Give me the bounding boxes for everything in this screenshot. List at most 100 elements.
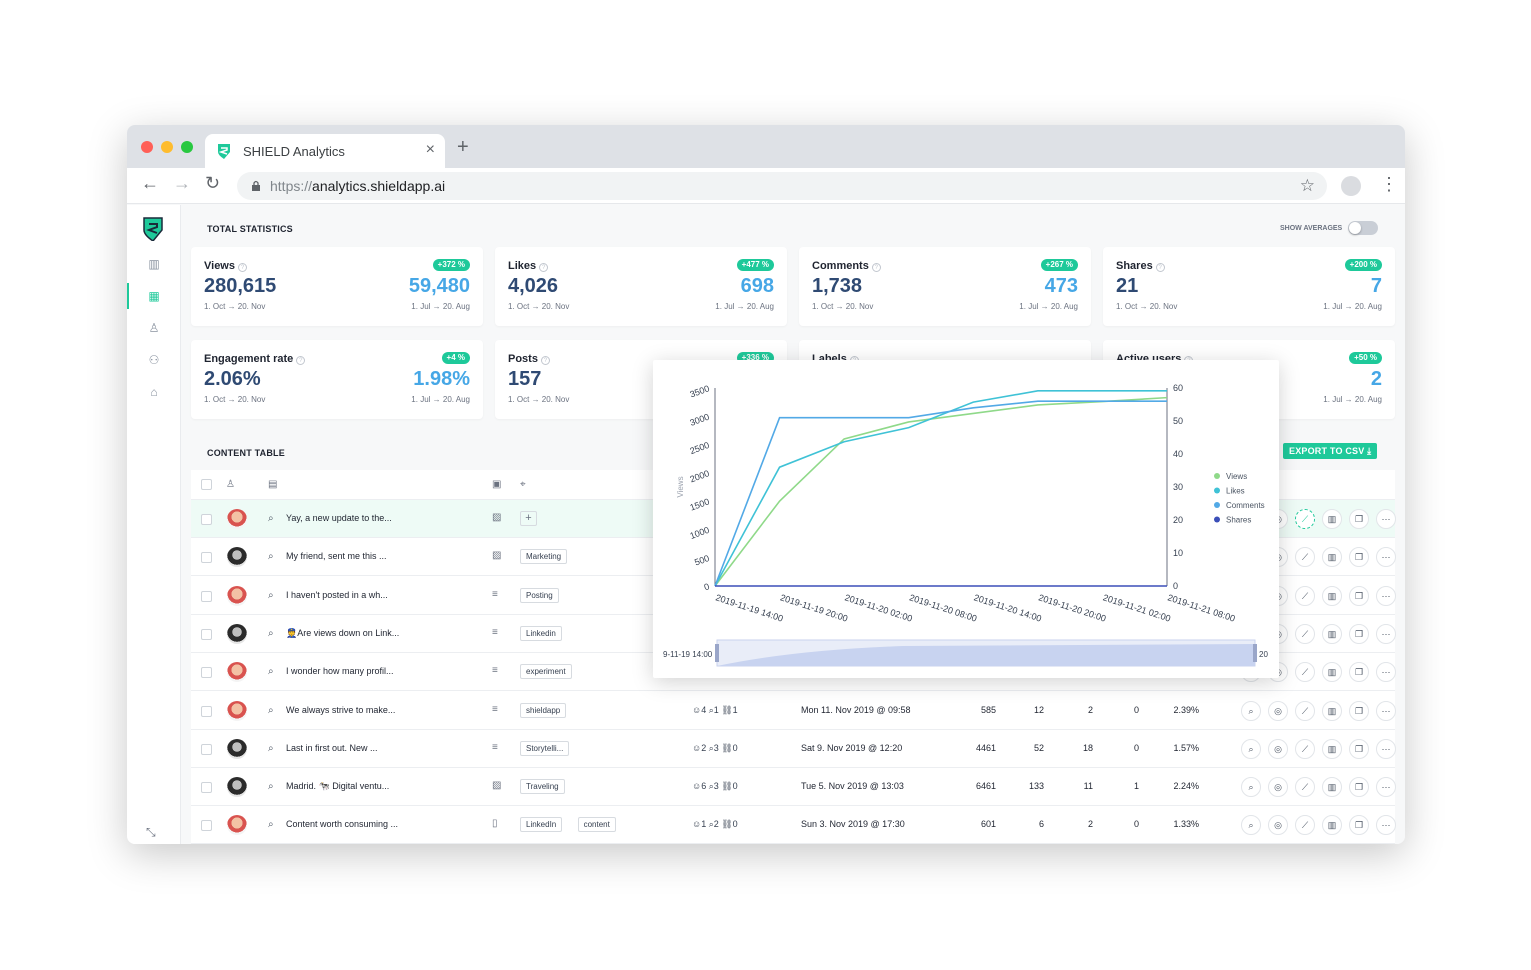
row-checkbox[interactable] <box>201 782 212 794</box>
chart-action-icon[interactable]: ⟋ <box>1295 509 1315 529</box>
stats-action-icon[interactable]: ▥ <box>1322 815 1342 836</box>
post-text[interactable]: Content worth consuming ... <box>286 819 399 830</box>
post-text[interactable]: I haven't posted in a wh... <box>286 589 388 600</box>
location-action-icon[interactable]: ◎ <box>1268 700 1288 721</box>
magnifier-icon[interactable]: ⌕ <box>268 819 274 831</box>
bank-icon[interactable]: ⌂ <box>150 385 158 399</box>
magnifier-icon[interactable]: ⌕ <box>268 627 274 639</box>
label-chip[interactable]: Storytelli... <box>520 740 570 756</box>
label-chip[interactable]: LinkedIn <box>520 817 563 833</box>
help-icon[interactable]: ? <box>540 356 550 365</box>
more-action-icon[interactable]: ⋯ <box>1376 777 1396 798</box>
chart-icon[interactable]: ▥ <box>148 257 160 271</box>
add-label-button[interactable]: + <box>520 511 537 526</box>
help-icon[interactable]: ? <box>296 356 306 365</box>
row-checkbox[interactable] <box>201 552 212 564</box>
label-chip[interactable]: Linkedin <box>520 625 562 641</box>
row-checkbox[interactable] <box>201 590 212 602</box>
table-row[interactable]: ⌕ Madrid. 🐄 Digital ventu... ▨ Traveling ☺6 … <box>191 768 1396 807</box>
label-chip[interactable]: shieldapp <box>520 702 567 718</box>
author-column-icon[interactable]: ♙ <box>226 479 235 490</box>
location-action-icon[interactable]: ◎ <box>1268 815 1288 836</box>
show-averages-toggle[interactable] <box>1348 221 1378 235</box>
export-csv-button[interactable]: EXPORT TO CSV ⤓ <box>1283 443 1378 459</box>
bookmark-star-icon[interactable]: ☆ <box>1299 176 1315 195</box>
help-icon[interactable]: ? <box>539 263 549 272</box>
magnifier-icon[interactable]: ⌕ <box>268 589 274 601</box>
stats-action-icon[interactable]: ▥ <box>1322 777 1342 798</box>
users-icon[interactable]: ⚇ <box>148 353 160 367</box>
post-text[interactable]: My friend, sent me this ... <box>286 551 387 562</box>
labels-column-icon[interactable]: ⌖ <box>520 479 526 490</box>
table-icon[interactable]: ▦ <box>148 289 160 303</box>
magnifier-icon[interactable]: ⌕ <box>268 551 274 563</box>
copy-action-icon[interactable]: ❐ <box>1349 662 1369 683</box>
magnifier-icon[interactable]: ⌕ <box>268 513 274 524</box>
search-action-icon[interactable]: ⌕ <box>1241 815 1261 836</box>
row-checkbox[interactable] <box>201 514 212 525</box>
table-row[interactable]: ⌕ We always strive to make... ≡ shieldapp ☺4… <box>191 692 1396 730</box>
post-text[interactable]: Last in first out. New ... <box>286 742 378 753</box>
stats-action-icon[interactable]: ▥ <box>1322 662 1342 683</box>
post-text[interactable]: I wonder how many profil... <box>286 666 394 677</box>
more-action-icon[interactable]: ⋯ <box>1376 815 1396 836</box>
back-icon[interactable]: ← <box>141 173 159 193</box>
table-row[interactable]: ⌕ Last in first out. New ... ≡ Storytelli..… <box>191 730 1396 768</box>
search-action-icon[interactable]: ⌕ <box>1241 700 1261 721</box>
type-column-icon[interactable]: ▣ <box>492 479 502 490</box>
magnifier-icon[interactable]: ⌕ <box>268 704 274 716</box>
copy-action-icon[interactable]: ❐ <box>1349 623 1369 644</box>
more-action-icon[interactable]: ⋯ <box>1376 547 1396 568</box>
copy-action-icon[interactable]: ❐ <box>1349 738 1369 759</box>
label-chip[interactable]: content <box>577 817 616 833</box>
magnifier-icon[interactable]: ⌕ <box>268 781 274 793</box>
label-chip[interactable]: Traveling <box>520 779 565 795</box>
reload-icon[interactable]: ↻ <box>205 173 221 193</box>
search-action-icon[interactable]: ⌕ <box>1241 777 1261 798</box>
new-tab-button[interactable]: + <box>457 136 469 158</box>
url-field[interactable]: https://analytics.shieldapp.ai ☆ <box>237 172 1327 200</box>
more-action-icon[interactable]: ⋯ <box>1376 509 1396 529</box>
chart-action-icon[interactable]: ⟋ <box>1295 738 1315 759</box>
user-icon[interactable]: ♙ <box>148 321 160 335</box>
copy-action-icon[interactable]: ❐ <box>1349 777 1369 798</box>
more-action-icon[interactable]: ⋯ <box>1376 662 1396 683</box>
chart-action-icon[interactable]: ⟋ <box>1295 777 1315 798</box>
collapse-icon[interactable]: ⤡ <box>146 825 156 839</box>
minimize-window-button[interactable] <box>161 141 173 153</box>
row-checkbox[interactable] <box>201 628 212 640</box>
row-checkbox[interactable] <box>201 705 212 717</box>
copy-action-icon[interactable]: ❐ <box>1349 585 1369 606</box>
chart-action-icon[interactable]: ⟋ <box>1295 585 1315 606</box>
help-icon[interactable]: ? <box>238 263 247 272</box>
post-text[interactable]: Yay, a new update to the... <box>286 513 392 523</box>
row-checkbox[interactable] <box>201 667 212 679</box>
profile-avatar[interactable] <box>1341 176 1361 196</box>
maximize-window-button[interactable] <box>181 141 193 153</box>
post-text[interactable]: Madrid. 🐄 Digital ventu... <box>286 781 390 792</box>
row-checkbox[interactable] <box>201 743 212 755</box>
copy-action-icon[interactable]: ❐ <box>1349 815 1369 836</box>
row-checkbox[interactable] <box>201 820 212 832</box>
browser-menu-icon[interactable]: ⋮ <box>1380 174 1398 194</box>
stats-action-icon[interactable]: ▥ <box>1322 623 1342 644</box>
chart-action-icon[interactable]: ⟋ <box>1295 815 1315 836</box>
chart-action-icon[interactable]: ⟋ <box>1295 547 1315 568</box>
more-action-icon[interactable]: ⋯ <box>1376 585 1396 606</box>
stats-action-icon[interactable]: ▥ <box>1322 738 1342 759</box>
location-action-icon[interactable]: ◎ <box>1268 738 1288 759</box>
chart-action-icon[interactable]: ⟋ <box>1295 623 1315 644</box>
forward-icon[interactable]: → <box>173 173 191 193</box>
magnifier-icon[interactable]: ⌕ <box>268 742 274 754</box>
stats-action-icon[interactable]: ▥ <box>1322 547 1342 568</box>
copy-action-icon[interactable]: ❐ <box>1349 700 1369 721</box>
stats-action-icon[interactable]: ▥ <box>1322 700 1342 721</box>
post-column-icon[interactable]: ▤ <box>268 479 278 490</box>
help-icon[interactable]: ? <box>871 263 881 272</box>
copy-action-icon[interactable]: ❐ <box>1349 509 1369 529</box>
shield-app-logo-icon[interactable] <box>143 217 163 241</box>
label-chip[interactable]: Marketing <box>520 549 568 565</box>
post-text[interactable]: We always strive to make... <box>286 704 396 715</box>
close-window-button[interactable] <box>141 141 153 153</box>
chart-action-icon[interactable]: ⟋ <box>1295 662 1315 683</box>
